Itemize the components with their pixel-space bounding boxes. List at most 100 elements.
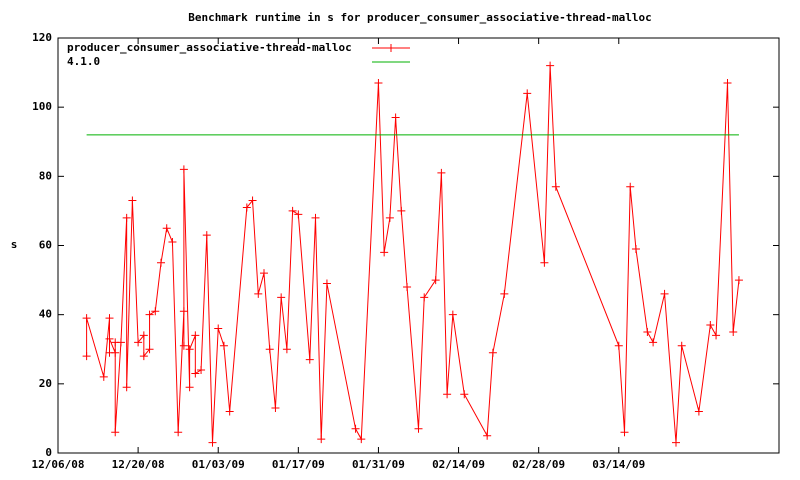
point-marker [191,369,200,378]
point-marker [380,248,389,257]
point-marker [254,289,263,298]
point-marker [672,438,680,447]
point-marker [179,307,188,316]
point-marker [105,334,114,343]
point-marker [443,390,452,399]
point-marker [351,424,360,433]
point-marker [134,338,143,347]
point-marker [540,258,549,267]
x-tick-label: 01/03/09 [192,458,245,471]
point-marker [734,276,743,285]
point-marker [282,345,291,354]
point-marker [374,78,383,87]
point-marker [500,289,509,298]
point-marker [157,258,165,267]
point-marker [277,293,286,302]
chart-title: Benchmark runtime in s for producer_cons… [188,11,652,24]
point-marker [122,383,131,392]
point-marker [620,428,629,437]
x-tick-label: 12/20/08 [112,458,165,471]
point-marker [208,438,217,447]
x-tick-label: 01/31/09 [352,458,405,471]
point-marker [694,407,703,416]
point-marker [162,224,171,233]
point-marker [288,206,297,215]
point-marker [151,307,160,316]
x-tick-label: 01/17/09 [272,458,325,471]
point-marker [122,213,131,222]
point-marker [614,341,623,350]
point-marker [197,366,206,374]
y-tick-label: 60 [39,239,52,252]
point-marker [174,428,183,437]
point-marker [631,244,640,253]
point-marker [265,345,274,354]
point-marker [523,89,532,98]
point-marker [385,213,394,222]
point-marker [317,435,326,444]
y-tick-label: 100 [32,100,52,113]
point-marker [185,345,194,354]
point-marker [643,327,652,336]
point-marker [483,431,492,440]
point-marker [437,168,446,177]
point-marker [248,196,257,205]
point-marker [322,279,331,288]
legend-marker [387,44,395,52]
point-marker [82,314,91,323]
x-tick-label: 12/06/08 [32,458,85,471]
point-marker [660,289,669,298]
point-marker [551,182,560,191]
point-marker [179,165,188,174]
point-marker [546,61,555,70]
y-axis-label: s [11,238,18,251]
point-marker [202,231,211,240]
point-marker [706,321,715,330]
y-tick-label: 80 [39,169,52,182]
point-marker [179,341,188,350]
y-tick-label: 40 [39,308,52,321]
point-marker [145,345,154,354]
point-marker [677,341,686,350]
point-marker [448,310,457,319]
point-marker [242,203,251,212]
point-marker [191,331,200,340]
point-marker [139,331,148,340]
point-marker [116,338,125,347]
x-tick-label: 02/28/09 [512,458,565,471]
point-marker [214,324,223,333]
x-tick-label: 02/14/09 [432,458,485,471]
point-marker [488,348,497,357]
point-marker [626,182,635,191]
point-marker [225,407,234,416]
point-marker [420,293,429,302]
point-marker [145,310,154,319]
y-tick-label: 0 [45,446,52,459]
point-marker [82,352,91,361]
point-marker [168,238,177,247]
point-marker [712,331,721,340]
point-marker [460,390,469,399]
point-marker [431,276,440,285]
point-marker [111,348,120,357]
point-marker [105,314,114,323]
point-marker [185,383,194,392]
point-marker [391,113,400,122]
point-marker [723,78,732,87]
point-marker [414,424,423,433]
point-marker [111,428,120,437]
point-marker [128,196,137,205]
legend-label: producer_consumer_associative-thread-mal… [67,41,352,54]
point-marker [219,341,228,350]
x-tick-label: 03/14/09 [592,458,645,471]
point-marker [271,404,280,413]
point-marker [294,210,303,219]
point-marker [357,435,366,444]
point-marker [649,338,658,347]
y-tick-label: 120 [32,31,52,44]
point-marker [99,372,108,381]
point-marker [397,206,406,215]
point-marker [311,213,320,222]
y-tick-label: 20 [39,377,52,390]
